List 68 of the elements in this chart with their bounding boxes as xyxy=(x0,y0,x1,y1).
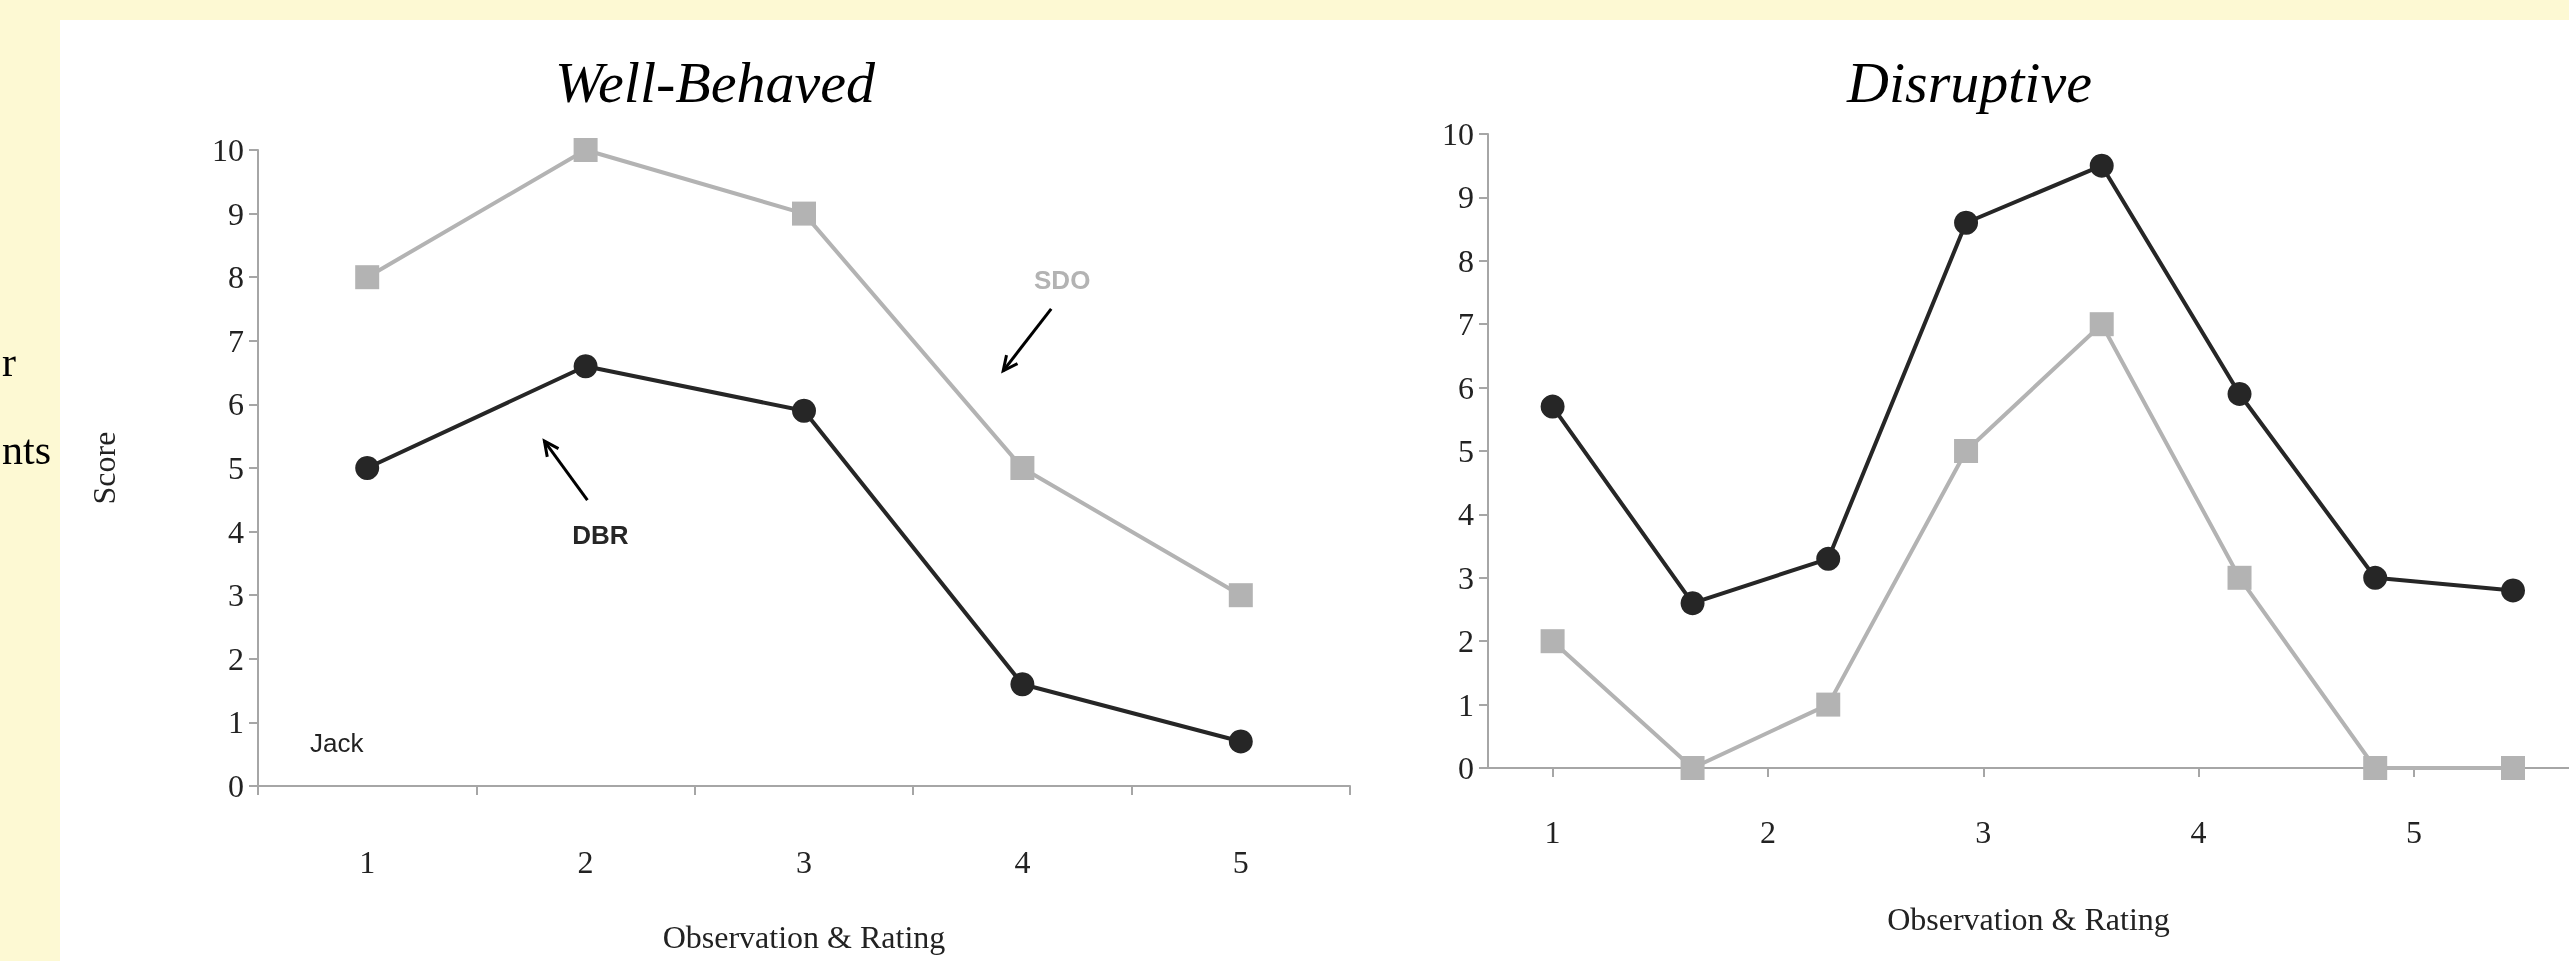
y-tick-label: 1 xyxy=(1458,686,1474,723)
point xyxy=(355,265,380,290)
point xyxy=(1680,756,1705,780)
text: DBR xyxy=(572,519,629,551)
point xyxy=(2363,565,2388,590)
x-tick-label: 1 xyxy=(1544,814,1561,850)
x-tick-label: 3 xyxy=(1975,814,1992,850)
point xyxy=(1816,546,1841,571)
y-tick-label: 6 xyxy=(1458,369,1474,406)
point xyxy=(792,201,816,226)
point xyxy=(1680,591,1705,616)
x-tick-label: 5 xyxy=(2405,814,2422,850)
y-tick-label: 10 xyxy=(212,132,244,168)
x-axis-title: Observation & Rating xyxy=(1887,901,2170,937)
y-tick-label: 7 xyxy=(1458,306,1474,343)
point xyxy=(2089,312,2114,337)
point xyxy=(1228,583,1253,608)
y-tick-label: 9 xyxy=(228,195,244,232)
x-axis-title: Observation & Rating xyxy=(662,919,946,955)
y-tick-label: 7 xyxy=(228,322,244,359)
point xyxy=(2501,756,2526,780)
x-tick-label: 5 xyxy=(1232,844,1249,880)
text: nts xyxy=(2,426,52,475)
point xyxy=(1228,729,1253,754)
point xyxy=(1010,456,1035,480)
annotation: Jack xyxy=(310,728,365,758)
point xyxy=(1540,394,1565,419)
y-tick-label: 8 xyxy=(1458,242,1474,279)
y-tick-label: 0 xyxy=(228,768,244,804)
y-axis-title: Score xyxy=(86,431,122,505)
text: SDO xyxy=(1034,264,1091,296)
y-tick-label: 3 xyxy=(228,577,244,614)
y-tick-label: 1 xyxy=(228,704,244,741)
point xyxy=(1540,629,1565,654)
y-tick-label: 10 xyxy=(1442,116,1474,152)
y-tick-label: 3 xyxy=(1458,559,1474,596)
point xyxy=(573,138,598,162)
y-tick-label: 4 xyxy=(228,513,244,550)
y-tick-label: 6 xyxy=(228,386,244,423)
point xyxy=(1010,672,1035,697)
text: r xyxy=(2,338,17,387)
y-tick-label: 8 xyxy=(228,259,244,296)
point xyxy=(2089,153,2114,178)
chart-title: Disruptive xyxy=(1846,49,2092,115)
x-tick-label: 4 xyxy=(2190,814,2207,850)
point xyxy=(1954,439,1979,463)
point xyxy=(2227,565,2252,590)
y-tick-label: 2 xyxy=(228,640,244,677)
point xyxy=(2501,578,2526,603)
x-tick-label: 2 xyxy=(577,844,594,880)
x-tick-label: 4 xyxy=(1014,844,1031,880)
point xyxy=(355,456,380,480)
point xyxy=(1816,692,1841,717)
y-tick-label: 2 xyxy=(1458,623,1474,660)
x-tick-label: 3 xyxy=(796,844,812,880)
y-tick-label: 5 xyxy=(228,450,244,486)
y-tick-label: 9 xyxy=(1458,179,1474,216)
x-tick-label: 2 xyxy=(1759,814,1776,850)
point xyxy=(2227,381,2252,406)
point xyxy=(1954,210,1979,235)
x-tick-label: 1 xyxy=(359,844,376,880)
point xyxy=(573,354,598,379)
y-tick-label: 0 xyxy=(1458,750,1474,786)
point xyxy=(792,398,816,423)
y-tick-label: 5 xyxy=(1458,433,1474,469)
chart-title: Well-Behaved xyxy=(555,49,876,115)
y-tick-label: 4 xyxy=(1458,496,1474,533)
point xyxy=(2363,756,2388,780)
